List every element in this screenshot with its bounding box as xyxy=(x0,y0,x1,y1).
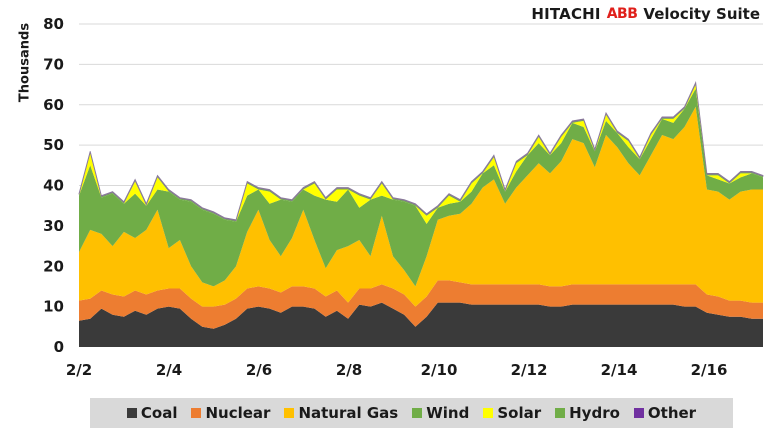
y-tick-label: 80 xyxy=(43,15,64,33)
legend-label: Coal xyxy=(140,404,178,422)
y-tick-label: 30 xyxy=(43,217,64,235)
y-tick-label: 40 xyxy=(43,177,64,195)
brand-logo: HITACHI ABB Velocity Suite xyxy=(531,4,760,24)
legend-item-wind: Wind xyxy=(412,404,469,422)
x-tick-label: 2/16 xyxy=(691,361,728,379)
y-tick-label: 50 xyxy=(43,136,64,154)
area-other xyxy=(78,81,764,222)
area-solar xyxy=(79,84,763,224)
legend-swatch-icon xyxy=(284,408,295,418)
legend-item-nuclear: Nuclear xyxy=(191,404,270,422)
x-tick-label: 2/14 xyxy=(601,361,638,379)
area-wind xyxy=(79,88,763,287)
x-tick-label: 2/6 xyxy=(246,361,272,379)
chart-legend: Coal Nuclear Natural Gas Wind Solar Hydro Othe… xyxy=(90,398,733,428)
legend-item-hydro: Hydro xyxy=(555,404,620,422)
y-tick-label: 70 xyxy=(43,55,64,73)
legend-swatch-icon xyxy=(555,408,566,418)
area-natural-gas xyxy=(79,106,763,307)
legend-swatch-icon xyxy=(483,408,494,418)
legend-label: Wind xyxy=(426,404,470,422)
legend-swatch-icon xyxy=(191,408,202,418)
y-axis-ticks: 0 10 20 30 40 50 60 70 80 xyxy=(43,15,64,356)
brand-abb-logo: ABB xyxy=(606,6,638,22)
brand-product: Velocity Suite xyxy=(643,5,760,23)
legend-swatch-icon xyxy=(633,408,644,418)
legend-item-solar: Solar xyxy=(483,404,541,422)
y-tick-label: 0 xyxy=(54,338,64,356)
area-nuclear xyxy=(79,280,763,329)
legend-item-other: Other xyxy=(633,404,697,422)
brand-company: HITACHI xyxy=(531,5,601,23)
legend-label: Nuclear xyxy=(205,404,271,422)
area-coal xyxy=(79,302,763,347)
y-tick-label: 10 xyxy=(43,298,64,316)
legend-swatch-icon xyxy=(412,408,423,418)
x-tick-label: 2/12 xyxy=(511,361,548,379)
x-axis-ticks: 2/2 2/4 2/6 2/8 2/10 2/12 2/14 2/16 xyxy=(66,361,728,379)
x-tick-label: 2/10 xyxy=(421,361,458,379)
legend-label: Hydro xyxy=(569,404,620,422)
x-tick-label: 2/8 xyxy=(336,361,362,379)
y-tick-label: 60 xyxy=(43,96,64,114)
legend-label: Natural Gas xyxy=(298,404,399,422)
y-tick-label: 20 xyxy=(43,257,64,275)
area-series xyxy=(78,81,764,347)
x-tick-label: 2/2 xyxy=(66,361,92,379)
legend-label: Solar xyxy=(497,404,542,422)
x-tick-label: 2/4 xyxy=(156,361,182,379)
legend-item-coal: Coal xyxy=(126,404,178,422)
legend-swatch-icon xyxy=(126,408,137,418)
legend-item-natural-gas: Natural Gas xyxy=(284,404,398,422)
legend-label: Other xyxy=(647,404,697,422)
